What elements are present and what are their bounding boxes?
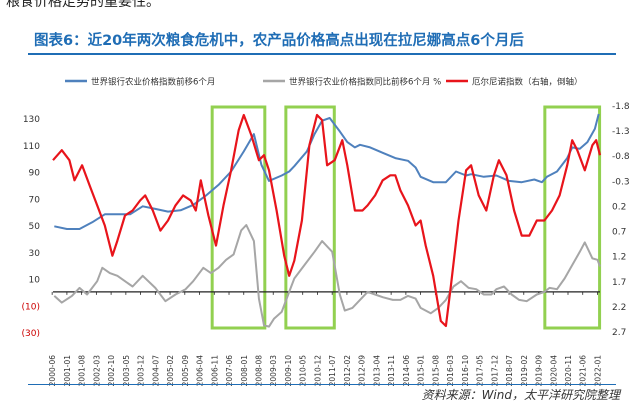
x-tick-label-10: 2006-04 (196, 355, 205, 387)
legend-label-3: 厄尔尼诺指数（右轴，倒轴） (472, 77, 583, 88)
x-tick-label-36: 2021-06 (579, 355, 588, 387)
x-tick-label-11: 2006-11 (210, 355, 219, 387)
x-tick-label-33: 2019-09 (535, 355, 544, 387)
x-tick-label-35: 2020-11 (564, 355, 573, 387)
x-tick-label-21: 2012-09 (358, 355, 367, 387)
left-tick-label-1: 110 (23, 142, 40, 152)
right-tick-label-4: 0.2 (612, 202, 626, 212)
x-tick-label-1: 2001-01 (63, 355, 72, 387)
highlight-box-2 (284, 105, 336, 330)
legend-label-2: 世界银行农业价格指数同比前移6个月 % (289, 77, 441, 88)
x-tick-label-8: 2005-02 (166, 355, 175, 387)
x-tick-label-4: 2002-10 (107, 355, 116, 387)
x-tick-label-32: 2019-02 (520, 355, 529, 387)
x-tick-label-14: 2008-08 (254, 355, 263, 387)
x-tick-label-29: 2017-05 (476, 355, 485, 387)
right-tick-label-1: -1.3 (612, 127, 630, 137)
highlight-box-1 (210, 105, 267, 330)
x-tick-label-27: 2016-03 (446, 355, 455, 387)
x-tick-label-0: 2000-06 (48, 355, 57, 387)
x-tick-label-7: 2004-07 (151, 355, 160, 387)
x-tick-label-13: 2008-01 (240, 355, 249, 387)
right-tick-label-2: -0.8 (612, 152, 630, 162)
highlight-box-3 (543, 105, 602, 330)
x-tick-label-17: 2010-05 (299, 355, 308, 387)
chart-title-bar: 图表6：近20年两次粮食危机中，农产品价格高点出现在拉尼娜高点6个月后 (28, 26, 616, 55)
x-tick-label-34: 2020-04 (549, 355, 558, 387)
left-tick-label-4: 50 (29, 222, 41, 232)
x-tick-label-31: 2018-07 (505, 355, 514, 387)
series-line-1 (54, 113, 600, 230)
x-tick-label-24: 2014-06 (402, 355, 411, 387)
source-note: 资料来源：Wind，太平洋研究院整理 (421, 388, 620, 402)
x-tick-label-6: 2003-12 (137, 355, 146, 387)
right-tick-label-8: 2.2 (612, 303, 626, 313)
x-tick-label-26: 2015-08 (431, 355, 440, 387)
x-tick-label-28: 2016-10 (461, 355, 470, 387)
x-tick-label-9: 2005-09 (181, 355, 190, 387)
right-tick-label-6: 1.2 (612, 253, 626, 263)
x-tick-label-25: 2015-01 (417, 355, 426, 387)
x-tick-label-37: 2022-01 (593, 355, 602, 387)
x-tick-label-22: 2013-04 (372, 355, 381, 387)
x-tick-label-16: 2009-10 (284, 355, 293, 387)
bottom-rule (28, 384, 616, 385)
x-tick-label-3: 2002-03 (92, 355, 101, 387)
right-tick-label-7: 1.7 (612, 278, 626, 288)
left-tick-label-7: (10) (22, 302, 40, 312)
left-tick-label-2: 90 (29, 169, 41, 179)
left-tick-label-5: 30 (29, 249, 41, 259)
x-tick-label-19: 2011-07 (328, 355, 337, 387)
x-tick-label-12: 2007-06 (225, 355, 234, 387)
legend-label-1: 世界银行农业价格指数前移6个月 (91, 77, 215, 88)
x-tick-label-18: 2010-12 (313, 355, 322, 387)
series-line-3 (52, 113, 602, 328)
x-tick-label-30: 2017-12 (490, 355, 499, 387)
right-tick-label-0: -1.8 (612, 102, 630, 112)
x-tick-label-23: 2013-11 (387, 355, 396, 387)
x-tick-label-2: 2001-08 (78, 355, 87, 387)
x-tick-label-15: 2009-03 (269, 355, 278, 387)
series-line-2 (53, 224, 601, 328)
right-tick-label-5: 0.7 (612, 228, 626, 238)
left-tick-label-6: 10 (29, 276, 41, 286)
preceding-paragraph-text: 粮食价格走势的重要性。 (6, 0, 160, 10)
left-tick-label-0: 130 (23, 115, 40, 125)
right-tick-label-3: -0.3 (612, 177, 630, 187)
chart-title: 图表6：近20年两次粮食危机中，农产品价格高点出现在拉尼娜高点6个月后 (34, 33, 524, 49)
left-tick-label-3: 70 (29, 195, 41, 205)
left-tick-label-8: (30) (22, 329, 40, 339)
right-tick-label-9: 2.7 (612, 328, 626, 338)
x-tick-label-5: 2003-05 (122, 355, 131, 387)
x-tick-label-20: 2012-02 (343, 355, 352, 387)
